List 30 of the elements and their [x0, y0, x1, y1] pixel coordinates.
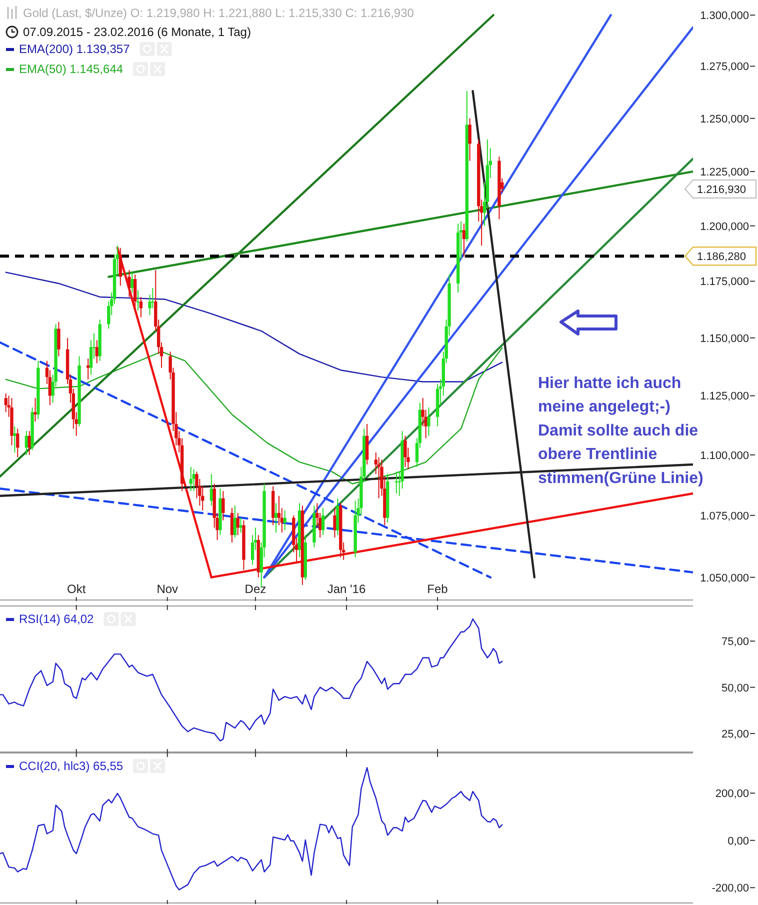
y-tick-label: 1.250,000: [700, 113, 749, 126]
y-tick-label: 0,00: [728, 835, 749, 848]
y-tick-label: 50,00: [721, 682, 749, 694]
text: 07.09.2015 - 23.02.2016 (6 Monate, 1 Tag): [23, 25, 251, 39]
chart-title: Gold (Last, $/Unze) O: 1.219,980 H: 1.221,880 L: 1.215,330 C: 1.216,930: [23, 6, 414, 20]
y-tick-label: 1.175,000: [700, 276, 749, 288]
y-tick-label: 1.200,000: [700, 220, 749, 233]
y-tick-label: 75,00: [721, 636, 749, 648]
legend-label: EMA(200) 1.139,357: [19, 42, 130, 56]
y-tick-label: 1.075,000: [700, 510, 749, 522]
y-tick-label: 1.150,000: [700, 332, 749, 345]
x-tick-label: Jan '16: [327, 582, 366, 596]
y-tick-label: 1.225,000: [700, 166, 749, 179]
y-tick-label: 1.050,000: [700, 572, 749, 584]
y-tick-label: 1.275,000: [700, 61, 749, 74]
x-tick-label: Feb: [427, 582, 448, 596]
x-tick-label: Okt: [67, 582, 86, 596]
legend-label: EMA(50) 1.145,644: [19, 62, 124, 76]
y-tick-label: 1.100,000: [700, 450, 749, 462]
legend-label: RSI(14) 64,02: [19, 612, 94, 626]
legend-label: CCI(20, hlc3) 65,55: [19, 759, 124, 773]
ref-line-label: 1.186,280: [697, 251, 746, 264]
y-tick-label: 1.300,000: [700, 10, 749, 22]
y-tick-label: 25,00: [721, 728, 749, 741]
y-tick-label: 1.125,000: [700, 390, 749, 403]
y-tick-label: 200,00: [715, 788, 749, 800]
x-tick-label: Dez: [244, 582, 266, 596]
x-tick-label: Nov: [156, 582, 178, 596]
y-tick-label: -200,00: [712, 882, 749, 895]
text: 1.216,930: [697, 184, 746, 196]
